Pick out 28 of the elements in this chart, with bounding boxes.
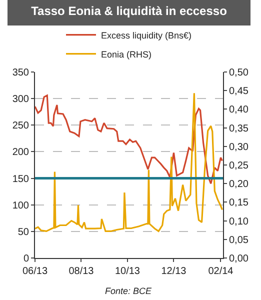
y2-tick-label: 0,20 <box>229 179 249 190</box>
chart-title: Tasso Eonia & liquidità in eccesso <box>31 4 227 18</box>
y2-tick-label: 0,10 <box>229 216 249 228</box>
legend-label: Eonia (RHS) <box>101 49 152 60</box>
y2-tick-label: 0,30 <box>229 142 249 153</box>
y2-tick-label: 0,35 <box>229 123 249 134</box>
y-tick-label: 350 <box>12 68 30 78</box>
y2-tick-label: 0,50 <box>229 68 249 78</box>
x-tick-label: 06/13 <box>22 266 48 277</box>
x-tick-label: 02/14 <box>208 266 234 277</box>
y2-tick-label: 0,00 <box>229 254 249 264</box>
y-tick-label: 100 <box>12 200 30 212</box>
y-tick-label: 250 <box>12 120 30 132</box>
y-tick-label: 300 <box>12 94 30 106</box>
y2-tick-label: 0,25 <box>229 160 249 172</box>
y2-tick-label: 0,05 <box>229 234 249 246</box>
x-tick-label: 10/13 <box>114 266 140 277</box>
y-tick-label: 50 <box>18 226 30 238</box>
y2-tick-label: 0,15 <box>229 198 249 209</box>
y2-tick-label: 0,45 <box>229 86 249 98</box>
source-note: Fonte: BCE <box>105 286 153 296</box>
y2-tick-label: 0,40 <box>229 104 249 116</box>
x-tick-label: 08/13 <box>68 266 94 277</box>
legend-label: Excess liquidity (Bns€) <box>101 30 192 40</box>
x-tick-label: 12/13 <box>161 266 187 277</box>
y-tick-label: 200 <box>12 147 30 158</box>
y-tick-label: 150 <box>12 174 30 185</box>
y-tick-label: 0 <box>23 254 30 264</box>
